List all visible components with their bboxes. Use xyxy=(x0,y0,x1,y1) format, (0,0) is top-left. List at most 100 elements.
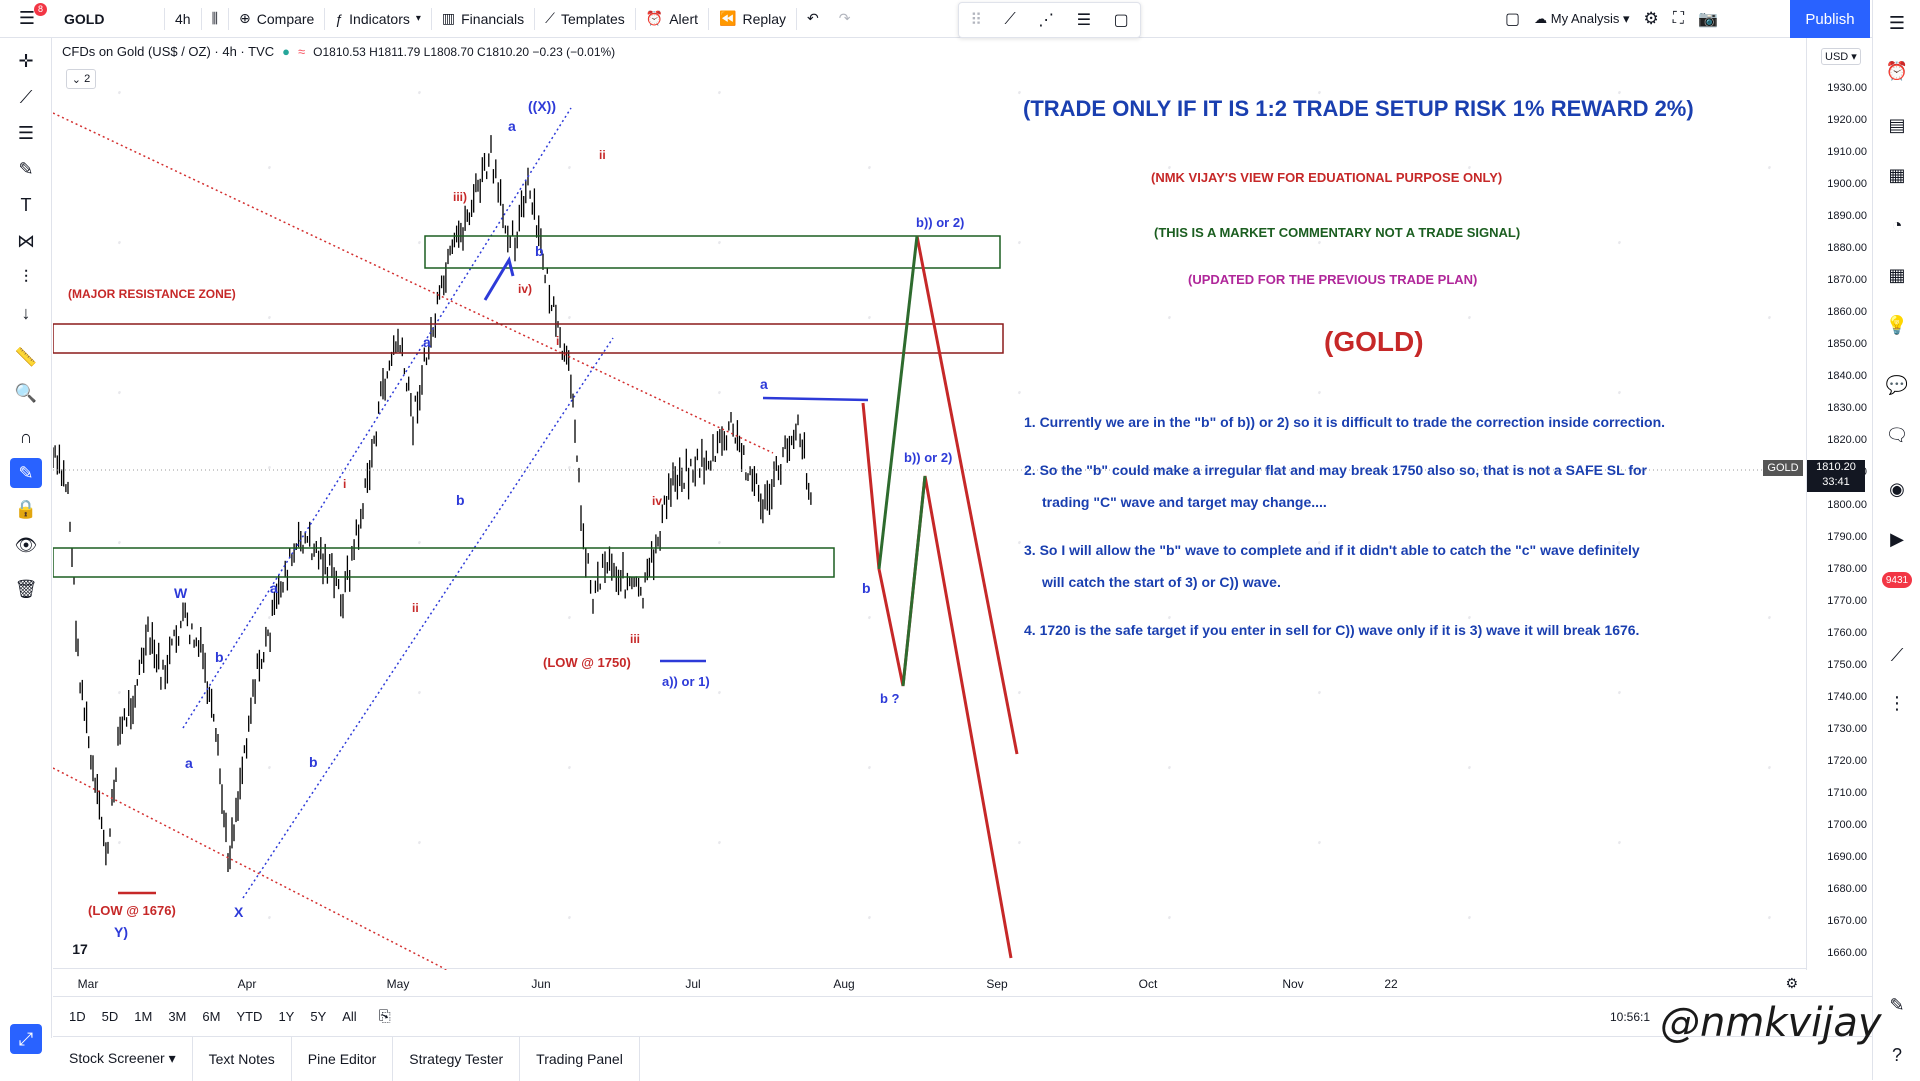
pen-icon[interactable]: ✎ xyxy=(1889,994,1905,1015)
alert-button[interactable]: ⏰ Alert xyxy=(636,0,708,38)
alerts-icon[interactable]: ⏰ xyxy=(1885,60,1909,81)
indicators-collapse-button[interactable]: ⌄ 2 xyxy=(66,69,96,89)
time-tick: Apr xyxy=(237,977,257,991)
bottom-tab-text-notes[interactable]: Text Notes xyxy=(193,1036,292,1081)
range-button-ytd[interactable]: YTD xyxy=(236,1009,263,1024)
zoom-icon[interactable]: 🔍 xyxy=(14,382,38,403)
object-tree-icon[interactable]: ⤢ xyxy=(10,1024,42,1054)
watermark-pattern: · xyxy=(1460,906,1477,932)
redo-button[interactable]: ↷ xyxy=(829,0,861,38)
templates-button[interactable]: ⟋ Templates xyxy=(535,0,635,38)
range-button-3m[interactable]: 3M xyxy=(168,1009,187,1024)
watermark-pattern: · xyxy=(110,381,127,407)
range-button-1m[interactable]: 1M xyxy=(134,1009,153,1024)
low-1676-label: (LOW @ 1676) xyxy=(88,903,176,918)
tradingview-logo-icon[interactable]: 17 xyxy=(66,938,94,960)
candles-icon: ⫼ xyxy=(211,10,219,26)
data-window-icon[interactable]: ▤ xyxy=(1888,114,1906,135)
wave-b-left: b xyxy=(215,649,224,665)
wave-a-top: a xyxy=(508,118,516,134)
pitchfork-icon[interactable]: ⋰ xyxy=(1038,12,1055,29)
price-tick: 1670.00 xyxy=(1827,915,1867,928)
arrow-down-icon[interactable]: ↓ xyxy=(21,302,31,323)
interval-button[interactable]: 4h xyxy=(175,10,191,27)
chart-pane[interactable]: · · · · · · · · · · · · · · · · · · · · · · · · · · · · · · · · · · · · · · · ·… xyxy=(52,38,1805,974)
range-button-5d[interactable]: 5D xyxy=(101,1009,119,1024)
wave-iii-jun: iii xyxy=(630,632,641,646)
eye-icon[interactable]: 👁 xyxy=(14,534,38,555)
my-analysis-button[interactable]: ☁ My Analysis ▾ xyxy=(1534,11,1630,26)
text-tool-icon[interactable]: T xyxy=(20,194,32,215)
fib-tool-icon[interactable]: ☰ xyxy=(17,122,35,143)
goto-date-icon[interactable]: ⎘ xyxy=(378,1008,391,1025)
bottom-tab-pine-editor[interactable]: Pine Editor xyxy=(292,1036,394,1081)
price-axis[interactable]: 1930.00 1920.00 1910.00 1900.00 1890.00 1880.… xyxy=(1806,38,1873,970)
wave-y: Y) xyxy=(114,924,128,940)
rectangle-icon[interactable]: ▢ xyxy=(1113,12,1129,29)
lock-icon[interactable]: 🔒 xyxy=(14,498,38,519)
pattern-tool-icon[interactable]: ⋈ xyxy=(17,230,35,251)
range-button-1y[interactable]: 1Y xyxy=(278,1009,295,1024)
watermark-pattern: · xyxy=(410,531,427,557)
fullscreen-icon[interactable]: ⛶ xyxy=(1672,10,1684,27)
brush-tool-icon[interactable]: ✎ xyxy=(18,158,34,179)
range-button-all[interactable]: All xyxy=(342,1009,357,1024)
parallel-channel-icon[interactable]: ☰ xyxy=(1076,12,1092,29)
magnet-icon[interactable]: ∩ xyxy=(19,426,33,447)
my-analysis-label: My Analysis xyxy=(1550,11,1620,26)
time-tick: Jun xyxy=(531,977,551,991)
streams-icon[interactable]: ◉ xyxy=(1889,478,1905,499)
ruler-icon[interactable]: 📏 xyxy=(14,346,38,367)
prediction-tool-icon[interactable]: ⫶ xyxy=(23,266,29,287)
watchlist-icon[interactable]: ☰ xyxy=(1888,12,1906,33)
watermark-pattern: · xyxy=(1760,906,1777,932)
watermark-pattern: · xyxy=(710,681,727,707)
watermark-pattern: · xyxy=(860,906,877,932)
screener-icon[interactable]: ⟋ xyxy=(1890,644,1904,665)
hotlist-icon[interactable]: ◔ xyxy=(1891,214,1903,235)
watermark-pattern: · xyxy=(1010,681,1027,707)
price-tick: 1760.00 xyxy=(1827,626,1867,639)
news-icon[interactable]: ▦ xyxy=(1888,164,1906,185)
undo-icon: ↶ xyxy=(807,10,819,26)
crosshair-icon[interactable]: ✛ xyxy=(18,50,34,71)
play-icon[interactable]: ▶ xyxy=(1890,528,1904,549)
chat-icon[interactable]: 💬 xyxy=(1885,374,1909,395)
trend-line-tool-icon[interactable]: ⟋ xyxy=(19,86,33,107)
layout-icon[interactable]: ▢ xyxy=(1505,11,1521,28)
replay-button[interactable]: ⏪ Replay xyxy=(709,0,796,38)
camera-icon[interactable]: 📷 xyxy=(1697,11,1718,28)
trash-icon[interactable]: 🗑 xyxy=(14,578,38,599)
clock-time[interactable]: 10:56:1 xyxy=(1610,1009,1651,1024)
financials-button[interactable]: ▥ Financials xyxy=(432,0,534,38)
compare-label: Compare xyxy=(256,10,315,27)
chart-type-button[interactable]: ⫼ xyxy=(202,0,228,38)
help-icon[interactable]: ? xyxy=(1891,1044,1902,1065)
price-tick: 1720.00 xyxy=(1827,754,1867,767)
undo-button[interactable]: ↶ xyxy=(797,0,829,38)
price-tick: 1690.00 xyxy=(1827,850,1867,863)
messages-icon[interactable]: 🗨 xyxy=(1885,424,1909,445)
publish-button[interactable]: Publish xyxy=(1790,0,1870,38)
trend-line-icon[interactable]: ⟋ xyxy=(1004,11,1016,28)
bottom-tab-strategy-tester[interactable]: Strategy Tester xyxy=(393,1036,521,1081)
bottom-tab-trading-panel[interactable]: Trading Panel xyxy=(520,1036,640,1081)
settings-icon[interactable]: ⚙ xyxy=(1643,9,1659,28)
legend-title[interactable]: CFDs on Gold (US$ / OZ) · 4h · TVC xyxy=(62,44,275,59)
range-button-5y[interactable]: 5Y xyxy=(310,1009,327,1024)
main-menu-button[interactable]: ☰ 8 xyxy=(0,0,54,38)
range-button-6m[interactable]: 6M xyxy=(202,1009,221,1024)
currency-selector[interactable]: USD ▾ xyxy=(1821,48,1861,65)
dots-icon[interactable]: ⋮ xyxy=(1888,692,1906,713)
time-axis[interactable]: Mar Apr May Jun Jul Aug Sep Oct Nov 22 ⚙ xyxy=(53,968,1806,997)
drag-handle-icon[interactable]: ⠿ xyxy=(970,12,982,29)
compare-button[interactable]: ⊕ Compare xyxy=(229,0,324,38)
symbol-search[interactable]: GOLD xyxy=(64,10,105,27)
indicators-button[interactable]: ƒ Indicators ▾ xyxy=(325,0,431,38)
chart-settings-icon[interactable]: ⚙ xyxy=(1785,975,1798,991)
range-button-1d[interactable]: 1D xyxy=(69,1009,86,1024)
bottom-tab-stock-screener[interactable]: Stock Screener ▾ xyxy=(53,1036,193,1081)
ideas-icon[interactable]: 💡 xyxy=(1885,314,1909,335)
stay-drawing-icon[interactable]: ✎ xyxy=(10,458,42,488)
calendar-icon[interactable]: ▦ xyxy=(1888,264,1906,285)
